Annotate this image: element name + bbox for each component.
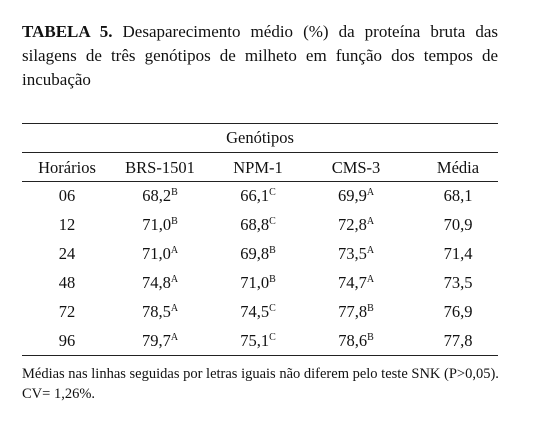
table-cell: 74,7A <box>338 273 374 293</box>
cell-value: 72,8 <box>337 215 367 234</box>
table-cell: 72,8A <box>338 215 374 235</box>
table-cell: 71,0B <box>142 215 178 235</box>
column-header: CMS-3 <box>331 158 381 177</box>
table-cell: 71,0B <box>240 273 276 293</box>
cell-value: 71,0 <box>141 244 171 263</box>
table-cell: 24 <box>58 244 76 263</box>
cell-letter: A <box>170 332 179 343</box>
cell-letter: B <box>171 187 178 198</box>
table-cell: 06 <box>58 186 76 205</box>
cell-letter: C <box>269 332 276 343</box>
cell-letter: A <box>366 274 375 285</box>
cell-value: 75,1 <box>240 331 270 350</box>
table-cell: 96 <box>58 331 76 350</box>
cell-value: 71,0 <box>240 273 270 292</box>
table-cell: 71,0A <box>142 244 178 264</box>
column-header: BRS-1501 <box>125 158 195 177</box>
cell-value: 79,7 <box>141 331 171 350</box>
table-cell: 77,8 <box>443 331 473 350</box>
cell-letter: C <box>269 303 276 314</box>
caption-label: TABELA 5. <box>22 22 113 41</box>
cell-value: 71,0 <box>142 215 172 234</box>
column-header: Média <box>436 158 480 177</box>
table-cell: 71,4 <box>443 244 473 263</box>
cell-value: 68,8 <box>240 215 270 234</box>
top-rule <box>22 123 498 124</box>
table-cell: 69,8B <box>240 244 276 264</box>
footnote: Médias nas linhas seguidas por letras ig… <box>22 366 499 402</box>
caption: TABELA 5. Desaparecimento médio (%) da p… <box>22 20 498 92</box>
cell-value: 73,5 <box>337 244 367 263</box>
cell-value: 66,1 <box>240 186 270 205</box>
cell-letter: A <box>170 274 179 285</box>
cell-value: 78,5 <box>141 302 171 321</box>
header-rule <box>22 181 498 182</box>
cell-letter: B <box>171 216 178 227</box>
group-header: Genótipos <box>226 128 294 147</box>
cell-letter: A <box>170 303 179 314</box>
table-cell: 68,2B <box>142 186 178 206</box>
cell-letter: A <box>366 245 375 256</box>
cell-value: 77,8 <box>338 302 368 321</box>
cell-value: 78,6 <box>338 331 368 350</box>
table-cell: 48 <box>58 273 76 292</box>
cell-value: 74,8 <box>141 273 171 292</box>
cell-value: 69,9 <box>337 186 367 205</box>
table-cell: 75,1C <box>240 331 276 351</box>
table-cell: 12 <box>58 215 76 234</box>
column-header: Horários <box>38 158 96 177</box>
table-cell: 73,5 <box>443 273 473 292</box>
table-cell: 78,6B <box>338 331 374 351</box>
cell-letter: B <box>367 332 374 343</box>
caption-text: Desaparecimento médio (%) da proteína br… <box>22 22 499 89</box>
table-cell: 74,5C <box>240 302 276 322</box>
cell-letter: B <box>269 245 276 256</box>
cell-value: 74,7 <box>337 273 367 292</box>
table-cell: 68,8C <box>240 215 276 235</box>
cell-value: 74,5 <box>240 302 270 321</box>
cell-letter: A <box>366 187 375 198</box>
cell-letter: B <box>367 303 374 314</box>
cell-letter: C <box>269 187 276 198</box>
table-cell: 73,5A <box>338 244 374 264</box>
bottom-rule <box>22 355 498 356</box>
table-cell: 79,7A <box>142 331 178 351</box>
table-cell: 66,1C <box>240 186 276 206</box>
table-cell: 69,9A <box>338 186 374 206</box>
table-cell: 68,1 <box>443 186 473 205</box>
table-cell: 72 <box>58 302 76 321</box>
table-cell: 78,5A <box>142 302 178 322</box>
column-header: NPM-1 <box>233 158 283 177</box>
cell-letter: C <box>269 216 276 227</box>
cell-value: 68,2 <box>142 186 172 205</box>
table-cell: 77,8B <box>338 302 374 322</box>
table-cell: 70,9 <box>443 215 473 234</box>
cell-letter: A <box>366 216 375 227</box>
group-rule <box>22 152 498 153</box>
table-cell: 74,8A <box>142 273 178 293</box>
table-cell: 76,9 <box>443 302 473 321</box>
cell-letter: B <box>269 274 276 285</box>
cell-letter: A <box>170 245 179 256</box>
cell-value: 69,8 <box>240 244 270 263</box>
